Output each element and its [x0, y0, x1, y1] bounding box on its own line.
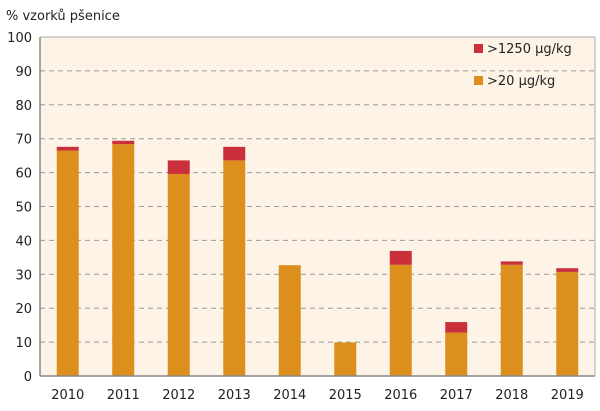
bar-segment — [556, 271, 579, 376]
y-axis-label: % vzorků pšenice — [6, 9, 120, 24]
y-tick-label: 40 — [15, 234, 32, 249]
y-tick-label: 80 — [15, 99, 32, 114]
bar-segment — [112, 144, 135, 376]
y-tick-label: 0 — [24, 370, 32, 385]
x-tick-label: 2014 — [273, 388, 306, 403]
bar-segment — [445, 332, 468, 376]
bar-segment — [500, 261, 523, 265]
x-tick-label: 2019 — [551, 388, 584, 403]
y-tick-label: 60 — [15, 167, 32, 182]
y-tick-label: 100 — [7, 31, 32, 46]
x-tick-label: 2018 — [495, 388, 528, 403]
x-tick-label: 2017 — [440, 388, 473, 403]
y-tick-label: 30 — [15, 268, 32, 283]
x-tick-label: 2013 — [218, 388, 251, 403]
bar-segment — [556, 268, 579, 272]
legend-swatch — [474, 44, 483, 53]
legend-swatch — [474, 76, 483, 85]
legend-label: >20 µg/kg — [487, 74, 555, 89]
y-tick-label: 20 — [15, 302, 32, 317]
bar-segment — [223, 160, 246, 376]
bar-segment — [167, 160, 190, 174]
y-tick-label: 70 — [15, 133, 32, 148]
y-tick-label: 10 — [15, 336, 32, 351]
x-tick-label: 2010 — [51, 388, 84, 403]
bar-segment — [389, 250, 412, 265]
bar-segment — [500, 264, 523, 376]
legend-label: >1250 µg/kg — [487, 42, 572, 57]
x-tick-label: 2016 — [384, 388, 417, 403]
bar-segment — [223, 146, 246, 161]
x-tick-label: 2015 — [329, 388, 362, 403]
bar-segment — [56, 146, 79, 151]
bar-segment — [56, 150, 79, 376]
bar-segment — [445, 322, 468, 333]
bar-segment — [278, 265, 301, 376]
bar-segment — [389, 264, 412, 376]
x-tick-label: 2012 — [162, 388, 195, 403]
bar-segment — [334, 342, 357, 376]
y-tick-label: 50 — [15, 201, 32, 216]
bar-segment — [167, 173, 190, 376]
y-tick-label: 90 — [15, 65, 32, 80]
x-tick-label: 2011 — [107, 388, 140, 403]
bar-segment — [112, 140, 135, 145]
